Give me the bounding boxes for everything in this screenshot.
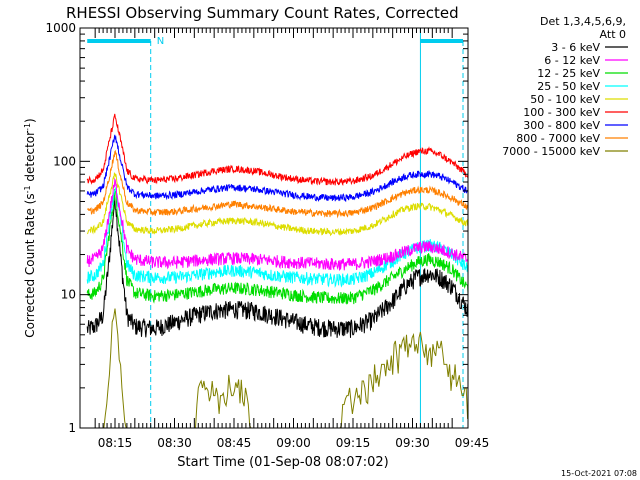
legend-entry-label: 6 - 12 keV <box>544 54 600 67</box>
series-line-6 <box>86 134 468 203</box>
legend-entry-label: 25 - 50 keV <box>537 80 600 93</box>
y-axis-label: Corrected Count Rate (s-1 detector-1) <box>23 118 38 337</box>
series-line-4 <box>86 172 468 237</box>
y-tick-label: 1 <box>68 421 76 435</box>
legend-entry-label: 7000 - 15000 keV <box>502 145 600 158</box>
x-tick-label: 09:45 <box>455 436 490 450</box>
legend-entry-label: 300 - 800 keV <box>523 119 600 132</box>
footer-date: 15-Oct-2021 07:08 <box>561 469 637 478</box>
legend-entry-label: 12 - 25 keV <box>537 67 600 80</box>
legend-header-attenuator: Att 0 <box>600 28 626 41</box>
y-tick-label: 10 <box>61 288 76 302</box>
x-tick-label: 08:15 <box>98 436 133 450</box>
series-line-8 <box>87 308 468 428</box>
series-layer <box>86 113 468 428</box>
legend-entry-label: 50 - 100 keV <box>530 93 600 106</box>
x-tick-label: 08:30 <box>157 436 192 450</box>
x-tick-label: 09:15 <box>336 436 371 450</box>
series-line-7 <box>86 149 468 219</box>
legend-entry-label: 100 - 300 keV <box>523 106 600 119</box>
x-tick-label: 08:45 <box>217 436 252 450</box>
axes <box>79 27 469 429</box>
series-line-5 <box>86 113 468 187</box>
series-line-2 <box>86 188 468 305</box>
chart-title: RHESSI Observing Summary Count Rates, Co… <box>66 4 459 22</box>
y-tick-label: 1000 <box>45 21 76 35</box>
legend-entry-label: 3 - 6 keV <box>551 41 600 54</box>
y-tick-label: 100 <box>53 154 76 168</box>
x-axis-label: Start Time (01-Sep-08 08:07:02) <box>177 455 388 470</box>
x-tick-label: 09:00 <box>276 436 311 450</box>
series-line-1 <box>86 177 468 271</box>
legend-header: Det 1,3,4,5,6,9, <box>540 15 626 28</box>
legend-entry-label: 800 - 7000 keV <box>516 132 600 145</box>
series-line-0 <box>86 195 468 338</box>
x-tick-label: 09:30 <box>395 436 430 450</box>
night-marker-label: N <box>157 36 164 47</box>
